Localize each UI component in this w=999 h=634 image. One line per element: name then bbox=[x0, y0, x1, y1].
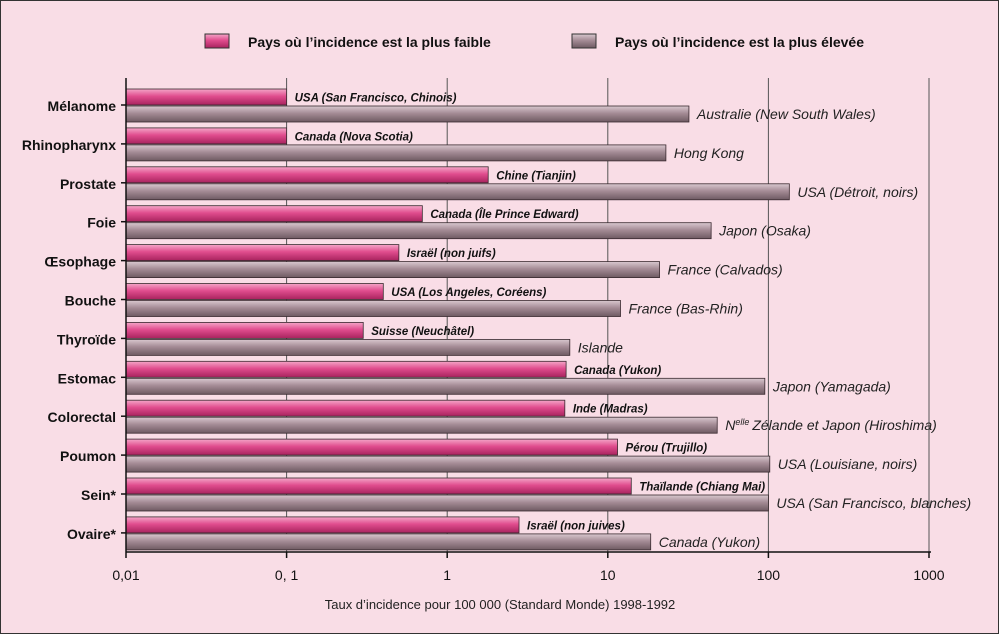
category-label: Thyroïde bbox=[57, 331, 116, 347]
x-tick-label: 1000 bbox=[913, 567, 944, 583]
category-label: Sein* bbox=[81, 487, 117, 503]
bar-high bbox=[125, 144, 667, 162]
bar-low bbox=[125, 244, 400, 262]
x-tick-label: 1 bbox=[443, 567, 451, 583]
bar-low bbox=[125, 321, 364, 339]
bar-high bbox=[125, 338, 571, 356]
bar-label-high: France (Calvados) bbox=[668, 262, 783, 278]
bar-high bbox=[125, 416, 718, 434]
bar-label-low: Pérou (Trujillo) bbox=[626, 443, 708, 455]
category-label: Bouche bbox=[65, 293, 117, 309]
bar-label-high: Islande bbox=[578, 339, 623, 355]
category-label: Œsophage bbox=[44, 254, 116, 270]
x-axis-label: Taux d’incidence pour 100 000 (Standard … bbox=[325, 597, 676, 612]
bar-label-high: USA (Détroit, noirs) bbox=[797, 184, 918, 200]
category-label: Mélanome bbox=[48, 98, 117, 114]
x-tick-label: 0,01 bbox=[112, 567, 139, 583]
bar-label-low: Israël (non juifs) bbox=[407, 248, 496, 260]
bars: USA (San Francisco, Chinois) Australie (N… bbox=[125, 88, 971, 551]
bar-label-low: Chine (Tianjin) bbox=[496, 170, 576, 182]
axes: 0,01 0, 1 1 10 100 1000 Mélanome Rhinopharynx Pr… bbox=[22, 78, 945, 583]
bar-high bbox=[125, 183, 790, 201]
bar-high bbox=[125, 533, 652, 551]
category-label: Ovaire* bbox=[67, 526, 117, 542]
bar-low bbox=[125, 360, 567, 378]
x-tick-label: 10 bbox=[600, 567, 616, 583]
bar-high bbox=[125, 261, 660, 279]
label-rest: Zélande et Japon (Hiroshima) bbox=[751, 417, 936, 433]
category-label: Prostate bbox=[60, 176, 116, 192]
category-label: Foie bbox=[87, 215, 116, 231]
bar-low bbox=[125, 205, 423, 223]
bar-label-low: Canada (Yukon) bbox=[574, 365, 661, 377]
bar-label-low: Canada (Île Prince Edward) bbox=[430, 208, 578, 221]
bar-low bbox=[125, 516, 520, 534]
bar-label-low: Inde (Madras) bbox=[573, 404, 648, 416]
bar-low bbox=[125, 438, 618, 456]
bar-low bbox=[125, 88, 288, 106]
category-label: Poumon bbox=[60, 448, 116, 464]
bar-label-low: Suisse (Neuchâtel) bbox=[371, 326, 474, 338]
bar-high bbox=[125, 377, 766, 395]
legend-label-high: Pays où l’incidence est la plus élevée bbox=[615, 34, 864, 50]
bar-low bbox=[125, 283, 384, 300]
x-tick-label: 100 bbox=[757, 567, 781, 583]
bar-label-high: Canada (Yukon) bbox=[659, 534, 760, 550]
bar-label-low: USA (San Francisco, Chinois) bbox=[295, 93, 457, 105]
x-tick-label: 0, 1 bbox=[275, 567, 299, 583]
bar-high bbox=[125, 455, 771, 473]
bar-high bbox=[125, 105, 690, 123]
legend-label-low: Pays où l’incidence est la plus faible bbox=[248, 34, 491, 50]
bar-low bbox=[125, 399, 566, 417]
bar-low bbox=[125, 127, 288, 145]
bar-label-high: USA (Louisiane, noirs) bbox=[778, 456, 918, 472]
legend-swatch-low bbox=[204, 33, 230, 49]
bar-low bbox=[125, 166, 489, 184]
category-label: Rhinopharynx bbox=[22, 137, 116, 153]
bar-label-low: Thaïlande (Chiang Mai) bbox=[639, 482, 765, 494]
bar-label-low: USA (Los Angeles, Coréens) bbox=[391, 287, 546, 299]
bar-low bbox=[125, 477, 632, 495]
legend: Pays où l’incidence est la plus faible P… bbox=[204, 33, 864, 50]
category-label: Colorectal bbox=[48, 409, 116, 425]
bar-label-high: Australie (New South Wales) bbox=[696, 106, 876, 122]
bar-high bbox=[125, 300, 621, 317]
bar-label-high: France (Bas-Rhin) bbox=[629, 301, 743, 317]
bar-label-high: Hong Kong bbox=[674, 145, 744, 161]
label-superscript: elle bbox=[735, 417, 749, 427]
bar-label-high: Nelle Zélande et Japon (Hiroshima) bbox=[725, 417, 937, 433]
bar-label-high: Japon (Yamagada) bbox=[772, 378, 891, 394]
bar-label-high: Japon (Osaka) bbox=[718, 223, 811, 239]
label-prefix: N bbox=[725, 417, 736, 433]
bar-high bbox=[125, 222, 712, 240]
legend-swatch-high bbox=[571, 33, 597, 49]
bar-label-high: USA (San Francisco, blanches) bbox=[776, 495, 971, 511]
bar-label-low: Israël (non juives) bbox=[527, 520, 625, 532]
bar-label-low: Canada (Nova Scotia) bbox=[295, 131, 413, 143]
bar-high bbox=[125, 494, 769, 512]
category-label: Estomac bbox=[58, 370, 117, 386]
